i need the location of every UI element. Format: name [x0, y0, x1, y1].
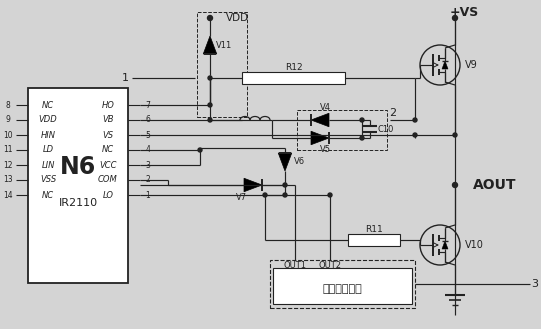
Text: V5: V5 [320, 145, 331, 155]
Text: 3: 3 [146, 161, 150, 169]
Text: NC: NC [42, 100, 54, 110]
Circle shape [208, 76, 212, 80]
Text: HIN: HIN [41, 131, 56, 139]
Text: 10: 10 [3, 131, 13, 139]
Text: V10: V10 [465, 240, 484, 250]
Circle shape [360, 118, 364, 122]
Text: 4: 4 [146, 145, 150, 155]
Text: 1: 1 [122, 73, 129, 83]
Text: LIN: LIN [41, 161, 55, 169]
Circle shape [452, 15, 458, 20]
Text: 方波谐振电路: 方波谐振电路 [322, 284, 362, 294]
Polygon shape [278, 153, 292, 171]
Circle shape [453, 133, 457, 137]
Bar [28, 88, 128, 283]
Text: V11: V11 [216, 40, 232, 49]
Polygon shape [311, 131, 329, 145]
Text: OUT2: OUT2 [319, 262, 341, 270]
Text: IR2110: IR2110 [58, 197, 97, 208]
Text: V7: V7 [235, 192, 247, 201]
Text: VDD: VDD [38, 115, 57, 124]
Circle shape [208, 103, 212, 107]
Circle shape [360, 136, 364, 140]
Text: VB: VB [102, 115, 114, 124]
Polygon shape [244, 178, 262, 192]
Circle shape [208, 118, 212, 122]
Polygon shape [442, 61, 448, 69]
Text: NC: NC [42, 190, 54, 199]
Text: 1: 1 [146, 190, 150, 199]
Text: N6: N6 [60, 156, 96, 180]
Text: 9: 9 [5, 115, 10, 124]
Text: VS: VS [102, 131, 114, 139]
Text: 7: 7 [146, 100, 150, 110]
Text: 12: 12 [3, 161, 13, 169]
Text: V4: V4 [320, 104, 331, 113]
Text: 6: 6 [146, 115, 150, 124]
Text: AOUT: AOUT [473, 178, 517, 192]
Circle shape [413, 133, 417, 137]
Bar [242, 72, 345, 84]
Circle shape [208, 15, 213, 20]
Bar [273, 268, 412, 304]
Text: VDD: VDD [226, 13, 249, 23]
Text: HO: HO [102, 100, 115, 110]
Text: 13: 13 [3, 175, 13, 185]
Circle shape [283, 183, 287, 187]
Circle shape [452, 183, 458, 188]
Text: 5: 5 [146, 131, 150, 139]
Circle shape [413, 118, 417, 122]
Text: 2: 2 [390, 108, 397, 118]
Text: R11: R11 [365, 225, 383, 235]
Text: 3: 3 [531, 279, 538, 289]
Bar [270, 260, 415, 308]
Text: 11: 11 [3, 145, 13, 155]
Bar [297, 110, 387, 150]
Text: V9: V9 [465, 60, 478, 70]
Text: VCC: VCC [99, 161, 117, 169]
Text: COM: COM [98, 175, 118, 185]
Text: VSS: VSS [40, 175, 56, 185]
Polygon shape [311, 113, 329, 127]
Text: OUT1: OUT1 [283, 262, 307, 270]
Text: +VS: +VS [450, 7, 479, 19]
Circle shape [328, 193, 332, 197]
Bar [348, 234, 400, 246]
Polygon shape [442, 241, 448, 249]
Text: 14: 14 [3, 190, 13, 199]
Text: LD: LD [42, 145, 54, 155]
Text: NC: NC [102, 145, 114, 155]
Text: 2: 2 [146, 175, 150, 185]
Text: LO: LO [102, 190, 114, 199]
Circle shape [263, 193, 267, 197]
Text: R12: R12 [285, 63, 302, 72]
Text: V6: V6 [294, 158, 306, 166]
Circle shape [283, 193, 287, 197]
Text: C10: C10 [378, 124, 394, 134]
Circle shape [198, 148, 202, 152]
Polygon shape [203, 36, 217, 54]
Bar [197, 12, 247, 117]
Text: 8: 8 [5, 100, 10, 110]
